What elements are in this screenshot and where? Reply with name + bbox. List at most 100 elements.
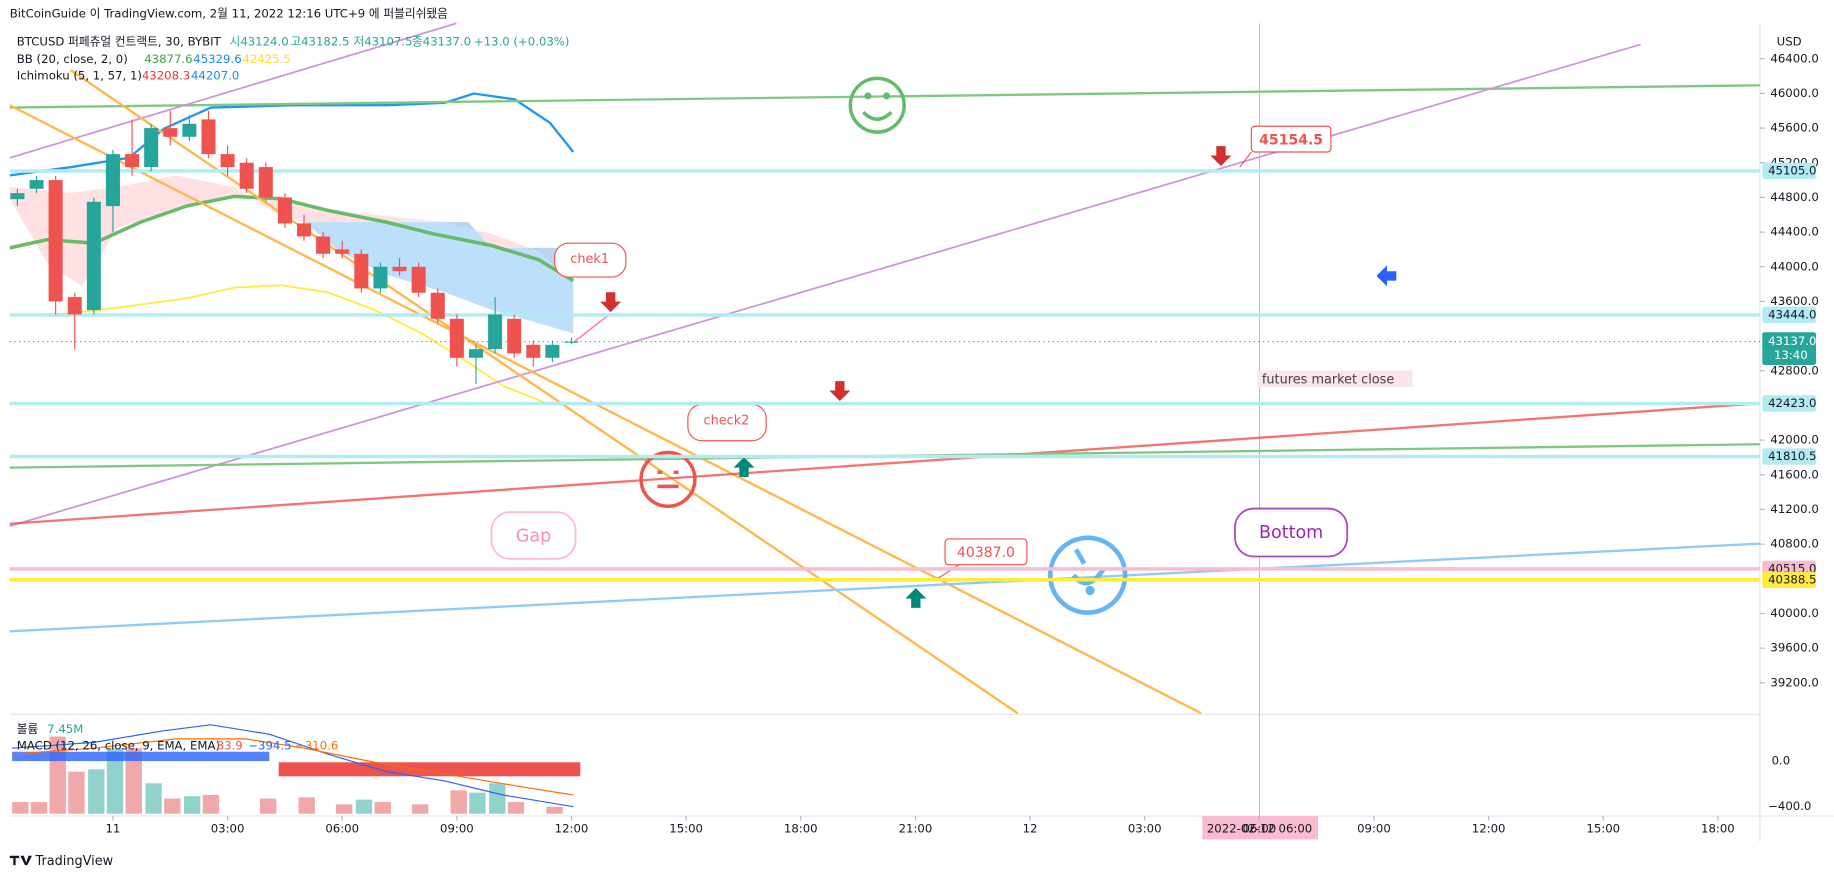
y-tick-label: 39600.0 — [1770, 641, 1818, 655]
level-tag — [1762, 395, 1817, 412]
candle-body — [468, 349, 483, 358]
candle-body — [411, 266, 426, 293]
candle-body — [545, 344, 560, 358]
x-tick-label: 15:00 — [1586, 821, 1620, 835]
callout: Bottom — [1259, 523, 1323, 543]
x-tick-label: 06:00 — [1242, 821, 1276, 835]
legend-low: 저43107.5 — [353, 35, 412, 49]
macd-label: MACD (12, 26, close, 9, EMA, EMA) — [17, 738, 220, 752]
candle-body — [258, 167, 273, 198]
macd-tick: −400.0 — [1768, 799, 1811, 813]
macd-value: 83.9 — [217, 738, 243, 752]
ichimoku-value: 43208.3 — [142, 68, 190, 82]
y-tick-label: 41200.0 — [1770, 502, 1818, 516]
candle-body — [488, 314, 503, 350]
callout: Gap — [516, 527, 551, 547]
price-label: 43137.0 — [1768, 334, 1816, 348]
legend-open: 시43124.0 — [230, 35, 289, 49]
candle-body — [144, 128, 159, 168]
layout — [9, 22, 1834, 866]
x-tick-label: 09:00 — [1357, 821, 1391, 835]
callout: check2 — [704, 413, 750, 428]
candle-body — [507, 318, 522, 354]
candle-body — [239, 162, 254, 189]
candle-body — [48, 180, 63, 302]
candle-body — [449, 318, 464, 358]
footer: TradingView — [34, 854, 113, 869]
y-tick-label: 41600.0 — [1770, 467, 1818, 481]
price-note: 40387.0 — [957, 545, 1015, 561]
bb-label: BB (20, close, 2, 0) — [17, 52, 128, 66]
candle-body — [354, 253, 369, 289]
x-tick-label: 12:00 — [1472, 821, 1506, 835]
currency: USD — [1777, 35, 1802, 49]
level-tag — [1762, 162, 1817, 180]
x-tick-label: 03:00 — [1128, 821, 1162, 835]
candle-body — [182, 123, 197, 137]
candle-body — [10, 193, 25, 200]
ichimoku-label: Ichimoku (5, 1, 57, 1) — [17, 68, 142, 82]
macd-tick: 0.0 — [1772, 754, 1791, 768]
level-tag — [1762, 448, 1817, 465]
candle-body — [220, 154, 235, 168]
candle-body — [67, 297, 82, 315]
y-tick-label: 46000.0 — [1770, 86, 1818, 100]
candle-body — [373, 266, 388, 289]
candle-body — [526, 344, 541, 358]
level-label: 40388.5 — [1768, 572, 1816, 586]
macd-value: −394.5 — [248, 738, 291, 752]
ichimoku-value: 44207.0 — [191, 68, 239, 82]
x-tick-label: 18:00 — [1701, 821, 1735, 835]
candle-body — [392, 266, 407, 272]
level-label: 41810.5 — [1768, 449, 1816, 463]
candle-body — [277, 197, 292, 224]
volume-value: 7.45M — [47, 722, 83, 736]
candle-body — [86, 201, 101, 311]
x-tick-label: 06:00 — [325, 821, 359, 835]
y-tick-label: 40800.0 — [1770, 537, 1818, 551]
macd-value: −310.6 — [295, 738, 338, 752]
candle-body — [201, 119, 216, 155]
level-tag — [1762, 571, 1817, 588]
y-tick-label: 46400.0 — [1770, 51, 1818, 65]
callout: chek1 — [570, 252, 609, 267]
x-tick-label: 12 — [1023, 821, 1038, 835]
level-label: 43444.0 — [1768, 307, 1816, 321]
candle-body — [296, 223, 312, 237]
legend-change: +13.0 (+0.03%) — [474, 35, 570, 49]
y-tick-label: 44400.0 — [1770, 225, 1818, 239]
y-tick-label: 43600.0 — [1770, 294, 1818, 308]
candle-body — [564, 341, 579, 343]
header: BitCoinGuide 이 TradingView.com, 2월 11, 2… — [10, 7, 448, 21]
candle-body — [105, 154, 120, 207]
candle-body — [335, 249, 350, 254]
legend-symbol: BTCUSD 퍼페츄얼 컨트랙트, 30, BYBIT — [17, 35, 222, 49]
x-tick-label: 18:00 — [784, 821, 818, 835]
bb-value: 42425.5 — [242, 52, 290, 66]
x-tick-label: 15:00 — [669, 821, 703, 835]
legend-high: 고43182.5 — [290, 35, 349, 49]
candle-body — [125, 154, 140, 168]
price-note: 45154.5 — [1259, 132, 1323, 148]
y-tick-label: 39200.0 — [1770, 675, 1818, 689]
x-tick-label: 11 — [106, 821, 121, 835]
price-tag — [1762, 332, 1817, 365]
x-tick-label: 09:00 — [440, 821, 474, 835]
level-label: 42423.0 — [1768, 396, 1816, 410]
bb-value: 45329.6 — [193, 52, 241, 66]
volume-label: 볼륨 — [17, 722, 39, 736]
bb-value: 43877.6 — [144, 52, 192, 66]
y-tick-label: 45600.0 — [1770, 121, 1818, 135]
legend-close: 종43137.0 — [412, 35, 471, 49]
y-tick-label: 44000.0 — [1770, 259, 1818, 273]
note: futures market close — [1262, 372, 1395, 387]
level-label: 45105.0 — [1768, 164, 1816, 178]
countdown: 13:40 — [1774, 348, 1808, 362]
y-tick-label: 40000.0 — [1770, 606, 1818, 620]
y-tick-label: 42000.0 — [1770, 433, 1818, 447]
candle-body — [163, 128, 178, 137]
x-tick-label: 03:00 — [211, 821, 245, 835]
y-tick-label: 42800.0 — [1770, 363, 1818, 377]
y-tick-label: 44800.0 — [1770, 190, 1818, 204]
